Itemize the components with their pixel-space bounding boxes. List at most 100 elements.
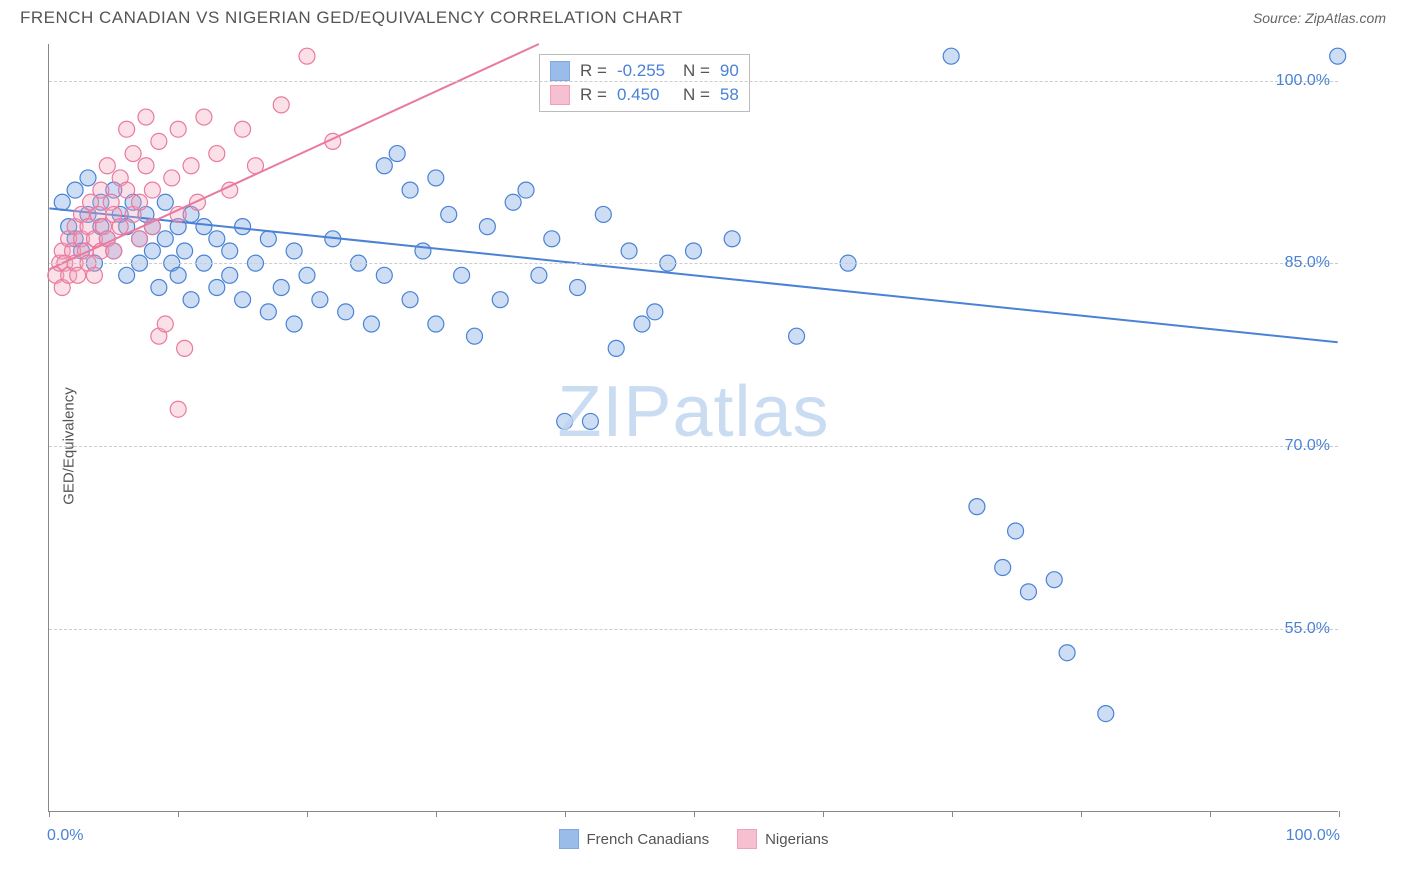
data-point [518,182,534,198]
data-point [273,97,289,113]
data-point [595,206,611,222]
data-point [222,267,238,283]
data-point [112,219,128,235]
data-point [119,267,135,283]
data-point [441,206,457,222]
data-point [138,158,154,174]
data-point [183,158,199,174]
data-point [428,170,444,186]
x-tick [436,811,437,817]
x-tick [565,811,566,817]
stats-swatch-icon [550,61,570,81]
stats-r-value: -0.255 [617,61,673,81]
stats-n-value: 58 [720,85,739,105]
data-point [389,146,405,162]
data-point [99,158,115,174]
x-tick [307,811,308,817]
data-point [312,292,328,308]
stats-n-value: 90 [720,61,739,81]
data-point [132,194,148,210]
data-point [557,413,573,429]
data-point [466,328,482,344]
data-point [634,316,650,332]
data-point [479,219,495,235]
data-point [209,231,225,247]
data-point [209,280,225,296]
data-point [138,109,154,125]
data-point [454,267,470,283]
data-point [724,231,740,247]
data-point [222,243,238,259]
data-point [995,560,1011,576]
stats-n-label: N = [683,61,710,81]
legend-item: Nigerians [737,829,828,849]
data-point [492,292,508,308]
data-point [235,219,251,235]
data-point [299,267,315,283]
x-tick [823,811,824,817]
data-point [570,280,586,296]
data-point [582,413,598,429]
data-point [621,243,637,259]
data-point [183,292,199,308]
data-point [164,170,180,186]
data-point [376,267,392,283]
data-point [1046,572,1062,588]
data-point [119,182,135,198]
data-point [67,182,83,198]
data-point [170,401,186,417]
data-point [196,219,212,235]
data-point [157,231,173,247]
data-point [151,280,167,296]
data-point [260,304,276,320]
source-label: Source: ZipAtlas.com [1253,10,1386,26]
data-point [428,316,444,332]
x-tick [1339,811,1340,817]
data-point [196,109,212,125]
data-point [125,146,141,162]
data-point [505,194,521,210]
x-tick [1081,811,1082,817]
data-point [402,182,418,198]
data-point [338,304,354,320]
x-tick-label-max: 100.0% [1286,827,1340,845]
data-point [544,231,560,247]
legend-swatch-icon [737,829,757,849]
data-point [209,146,225,162]
data-point [86,267,102,283]
chart-title: FRENCH CANADIAN VS NIGERIAN GED/EQUIVALE… [20,8,683,28]
data-point [415,243,431,259]
y-tick-label: 70.0% [1285,437,1330,455]
x-tick [952,811,953,817]
legend-swatch-icon [559,829,579,849]
gridline [49,263,1338,264]
data-point [299,48,315,64]
x-tick-label-min: 0.0% [47,827,83,845]
data-point [170,206,186,222]
stats-row: R =0.450N =58 [550,85,739,105]
legend-bottom: French Canadians Nigerians [559,829,829,849]
stats-n-label: N = [683,85,710,105]
data-point [1098,706,1114,722]
data-point [144,182,160,198]
data-point [235,121,251,137]
data-point [260,231,276,247]
gridline [49,629,1338,630]
stats-r-value: 0.450 [617,85,673,105]
data-point [132,231,148,247]
gridline [49,446,1338,447]
data-point [286,316,302,332]
data-point [190,194,206,210]
chart-header: FRENCH CANADIAN VS NIGERIAN GED/EQUIVALE… [0,0,1406,32]
data-point [969,499,985,515]
x-tick [49,811,50,817]
data-point [363,316,379,332]
data-point [177,340,193,356]
data-point [170,121,186,137]
data-point [151,133,167,149]
data-point [1020,584,1036,600]
legend-item: French Canadians [559,829,710,849]
scatter-plot-svg [49,44,1338,811]
stats-swatch-icon [550,85,570,105]
data-point [144,243,160,259]
